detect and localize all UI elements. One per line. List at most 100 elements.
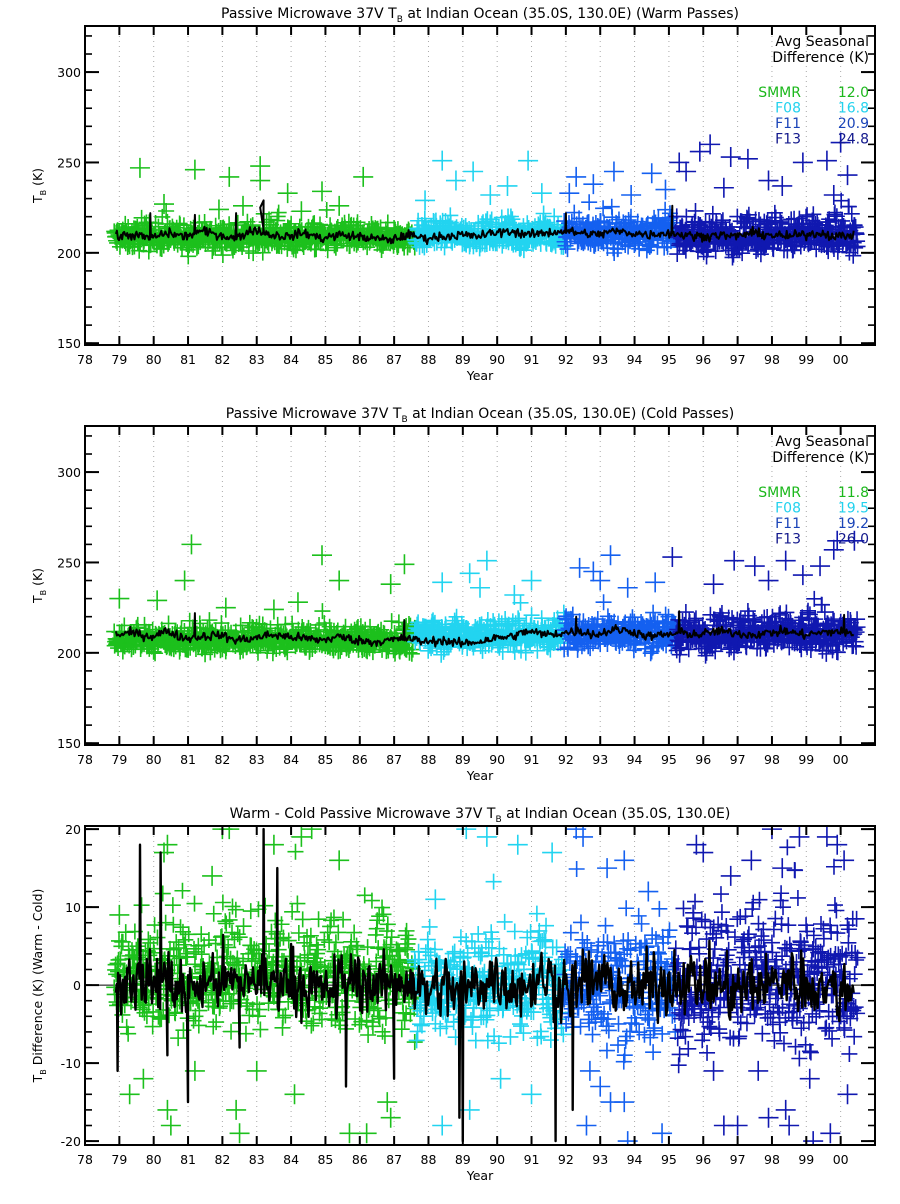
data-point (380, 916, 396, 932)
data-point (311, 911, 327, 927)
data-point (187, 896, 203, 912)
data-point (422, 919, 438, 935)
data-point (175, 571, 195, 591)
y-label-text: (K) (30, 568, 45, 590)
data-point (329, 571, 349, 591)
data-point (810, 556, 830, 576)
x-tick-label: 88 (421, 352, 437, 367)
series-f08 (407, 151, 572, 259)
data-point (257, 898, 273, 914)
plot-frame (85, 26, 875, 345)
data-point (638, 882, 658, 902)
data-point (319, 202, 335, 218)
y-tick-label: 250 (57, 555, 81, 570)
data-point (130, 158, 150, 178)
data-point (508, 835, 528, 855)
data-point (219, 167, 239, 187)
data-point (738, 149, 758, 169)
x-tick-label: 94 (627, 352, 643, 367)
x-tick-label: 99 (798, 352, 814, 367)
x-tick-label: 83 (249, 752, 265, 767)
legend-entry-name: F13 (775, 132, 801, 148)
data-point (157, 1100, 177, 1120)
data-point (576, 1116, 596, 1136)
y-tick-label: 150 (57, 736, 81, 751)
x-tick-label: 79 (111, 752, 127, 767)
y-label-text: (K) (30, 168, 45, 190)
x-tick-label: 88 (421, 752, 437, 767)
data-point (486, 874, 502, 890)
title-text: Warm - Cold Passive Microwave 37V T (230, 806, 496, 822)
data-point (209, 199, 229, 219)
data-point (675, 900, 691, 916)
data-point (463, 161, 483, 181)
data-point (687, 894, 703, 910)
x-tick-label: 96 (695, 752, 711, 767)
x-tick-label: 82 (214, 752, 230, 767)
data-point (119, 1019, 135, 1035)
data-point (394, 1021, 410, 1037)
data-point (604, 161, 624, 181)
x-tick-label: 84 (283, 352, 299, 367)
data-point (222, 996, 238, 1012)
data-point (328, 934, 344, 950)
chart-title: Warm - Cold Passive Microwave 37V TB at … (230, 806, 731, 825)
x-axis-label: Year (466, 368, 494, 383)
x-tick-label: 85 (317, 752, 333, 767)
data-point (721, 147, 741, 167)
data-point (618, 1033, 634, 1049)
series-f13 (668, 133, 866, 266)
x-tick-label: 92 (558, 352, 574, 367)
data-point (409, 1032, 425, 1048)
panel-2: Passive Microwave 37V TB at Indian Ocean… (30, 406, 875, 783)
x-tick-label: 95 (661, 752, 677, 767)
data-point (120, 1084, 140, 1104)
y-tick-label: 300 (57, 65, 81, 80)
data-point (394, 554, 414, 574)
data-point (618, 900, 634, 916)
data-point (779, 839, 795, 855)
data-point (497, 914, 513, 930)
data-point (570, 558, 590, 578)
data-point (295, 911, 311, 927)
title-text: at Indian Ocean (35.0S, 130.0E) (Cold Pa… (408, 406, 735, 422)
data-point (371, 908, 387, 924)
data-point (596, 594, 612, 610)
data-point (205, 1019, 221, 1035)
data-point (206, 906, 222, 922)
x-axis-label: Year (466, 768, 494, 783)
chart-title: Passive Microwave 37V TB at Indian Ocean… (221, 6, 739, 25)
data-point (377, 1092, 397, 1112)
x-tick-label: 78 (77, 752, 93, 767)
x-tick-label: 87 (386, 752, 402, 767)
data-point (631, 908, 647, 924)
data-point (161, 1116, 181, 1136)
data-point (634, 916, 650, 932)
data-point (773, 885, 789, 901)
legend-entry-name: F11 (775, 516, 801, 532)
data-point (278, 183, 298, 203)
data-point (838, 165, 858, 185)
data-point (518, 151, 538, 171)
x-tick-label: 97 (730, 352, 746, 367)
data-point (705, 950, 721, 966)
data-point (512, 1016, 528, 1032)
data-point (108, 966, 124, 982)
legend-entry-name: F11 (775, 116, 801, 132)
data-point (147, 590, 167, 610)
x-tick-label: 84 (283, 752, 299, 767)
data-point (581, 194, 597, 210)
y-tick-label: 200 (57, 246, 81, 261)
y-tick-label: 300 (57, 465, 81, 480)
data-point (250, 171, 270, 191)
data-point (285, 1084, 305, 1104)
data-point (754, 1026, 770, 1042)
x-tick-label: 00 (833, 752, 849, 767)
data-point (662, 547, 682, 567)
data-point (155, 886, 171, 902)
x-tick-label: 90 (489, 752, 505, 767)
data-point (309, 946, 325, 962)
data-point (573, 1019, 589, 1035)
data-point (645, 572, 665, 592)
x-tick-label: 81 (180, 752, 196, 767)
